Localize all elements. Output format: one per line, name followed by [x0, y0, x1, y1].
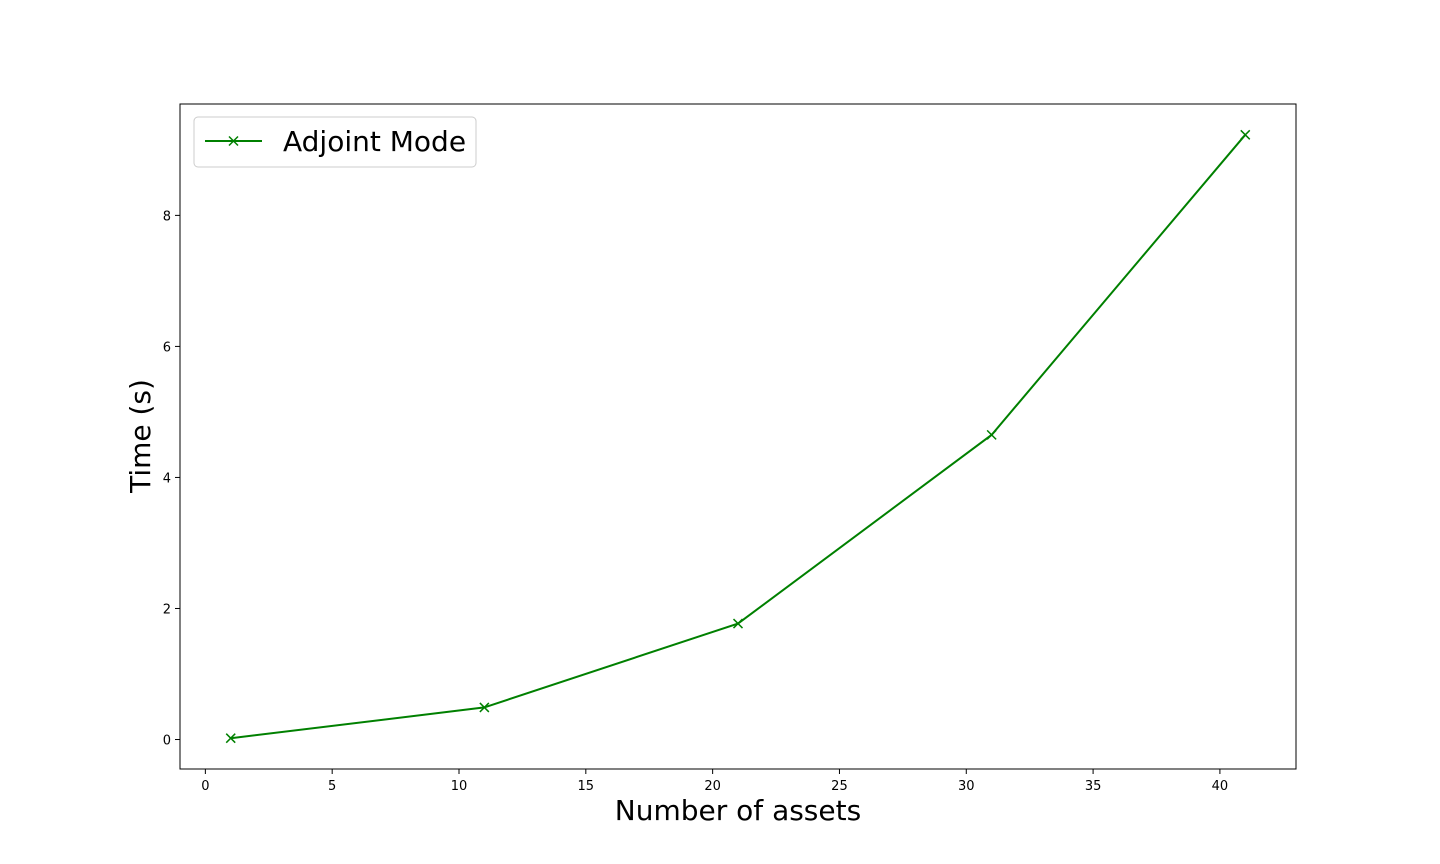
x-tick-label: 30: [958, 779, 975, 794]
y-tick-label: 6: [163, 340, 171, 355]
y-axis-title: Time (s): [124, 379, 157, 494]
x-tick-label: 0: [201, 779, 209, 794]
y-tick-label: 4: [163, 471, 171, 486]
x-tick-label: 35: [1085, 779, 1102, 794]
legend-x-marker: [228, 135, 239, 147]
x-tick-label: 40: [1212, 779, 1229, 794]
data-point-marker: [732, 618, 744, 629]
x-tick-label: 20: [704, 779, 721, 794]
x-tick-label: 10: [451, 779, 468, 794]
legend-box: [193, 116, 477, 168]
y-tick-label: 8: [163, 209, 171, 224]
y-tick-label: 2: [163, 602, 171, 617]
series-layer: [225, 129, 1251, 744]
x-axis-title: Number of assets: [615, 794, 861, 827]
legend-label: Adjoint Mode: [283, 125, 466, 158]
y-tick-label: 0: [163, 734, 171, 749]
x-tick-label: 5: [328, 779, 336, 794]
legend: Adjoint Mode: [193, 116, 477, 168]
x-tick-label: 25: [831, 779, 848, 794]
data-point-marker: [1240, 129, 1251, 140]
data-point-marker: [225, 733, 236, 744]
legend-marker-x: [228, 135, 239, 147]
y-axis-ticks: 0 2 4 6 8: [163, 209, 180, 749]
data-point-marker: [479, 702, 490, 713]
plot-area: [179, 103, 1297, 770]
data-point-marker: [986, 429, 997, 440]
x-axis-ticks: 0 5 10 15 20 25 30 35 40: [201, 769, 1228, 794]
x-tick-label: 15: [578, 779, 595, 794]
